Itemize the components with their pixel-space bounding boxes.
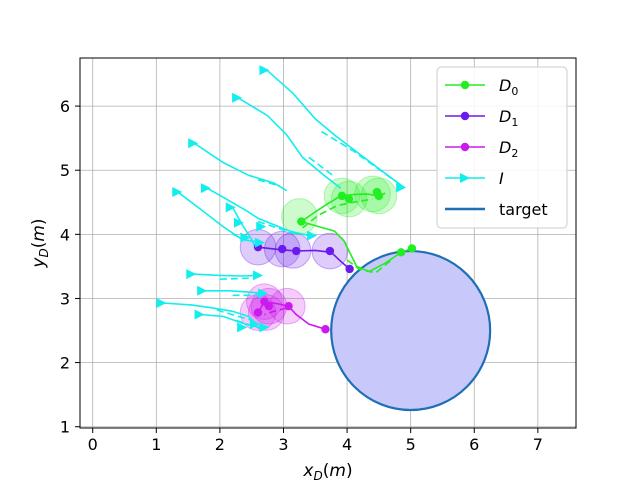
- series-dashed-i: [257, 220, 297, 236]
- capture-region-d0: [281, 198, 318, 235]
- target-circle: [330, 249, 492, 412]
- marker-i: [225, 202, 236, 213]
- trajectory-lines: [162, 70, 413, 330]
- series-line-d0: [301, 220, 413, 273]
- marker-d2: [321, 325, 330, 334]
- series-line-i: [193, 273, 260, 277]
- marker-i: [237, 322, 248, 333]
- legend-label-d0: D0: [499, 76, 518, 98]
- marker-i: [200, 183, 211, 194]
- series-dashed-d0: [346, 259, 393, 274]
- marker-d0: [337, 191, 347, 201]
- marker-d2: [260, 297, 269, 306]
- series-dashed-i: [219, 277, 255, 280]
- legend-box: [436, 66, 568, 229]
- series-line-i: [267, 70, 405, 189]
- marker-d0: [372, 187, 382, 197]
- x-tick-label: 4: [342, 435, 352, 454]
- y-tick-label: 3: [60, 289, 70, 308]
- legend-label-d2: D2: [499, 138, 518, 160]
- y-tick-label: 1: [60, 418, 70, 437]
- marker-d2: [284, 301, 293, 311]
- series-dashed-d0: [302, 198, 373, 229]
- trajectory-markers: [156, 65, 417, 334]
- marker-i: [307, 230, 318, 241]
- marker-i: [194, 309, 205, 320]
- y-tick-label: 2: [60, 354, 70, 373]
- series-line-i: [194, 142, 288, 192]
- legend-label-d1: D1: [499, 107, 518, 129]
- marker-i: [197, 285, 208, 296]
- legend-marker-d1: [460, 111, 470, 121]
- marker-d1: [278, 244, 287, 254]
- marker-i: [249, 319, 260, 330]
- x-tick-label: 1: [151, 435, 161, 454]
- marker-i: [253, 270, 264, 281]
- y-axis-label: yD(m): [29, 218, 51, 268]
- series-dashed-i: [257, 179, 281, 187]
- series-line-d2: [264, 300, 326, 330]
- marker-d0: [297, 217, 306, 226]
- legend-label-i: I: [499, 169, 504, 188]
- marker-i: [188, 138, 199, 149]
- marker-d1: [292, 246, 301, 256]
- marker-i: [233, 217, 244, 228]
- marker-d1: [325, 246, 335, 256]
- marker-d1: [345, 264, 354, 274]
- y-tick-label: 6: [60, 97, 70, 116]
- marker-i: [396, 182, 407, 193]
- legend-marker-i: [460, 173, 470, 183]
- marker-d0: [407, 244, 417, 253]
- series-dashed-i: [321, 131, 399, 184]
- marker-i: [172, 187, 183, 198]
- series-dashed-i: [308, 156, 335, 178]
- marker-i: [258, 288, 269, 299]
- x-tick-label: 7: [533, 435, 543, 454]
- plot-frame: [79, 57, 577, 429]
- marker-i: [232, 92, 243, 103]
- x-tick-label: 6: [469, 435, 479, 454]
- series-line-i: [238, 97, 342, 189]
- marker-d0: [344, 194, 354, 204]
- marker-i: [256, 221, 267, 232]
- marker-i: [259, 322, 270, 333]
- y-tick-label: 5: [60, 161, 70, 180]
- series-line-i: [206, 187, 310, 237]
- x-tick-label: 0: [88, 435, 98, 454]
- series-dashed-d2: [264, 307, 287, 316]
- legend-label-target: target: [499, 200, 548, 219]
- legend-marker-d2: [460, 142, 470, 152]
- y-tick-label: 4: [60, 225, 70, 244]
- marker-i: [186, 269, 197, 280]
- marker-d0: [396, 248, 406, 257]
- x-axis-label: xD(m): [302, 461, 352, 480]
- marker-d2: [253, 308, 263, 317]
- marker-i: [240, 232, 251, 243]
- legend-marker-d0: [460, 80, 470, 90]
- series-line-i: [162, 302, 256, 324]
- marker-i: [156, 297, 167, 308]
- x-tick-label: 3: [278, 435, 288, 454]
- x-tick-label: 5: [406, 435, 416, 454]
- x-tick-label: 2: [215, 435, 225, 454]
- series-dashed-i: [216, 309, 252, 322]
- target-circle-group: [330, 249, 492, 412]
- marker-i: [254, 237, 265, 248]
- marker-i: [259, 65, 270, 76]
- series-line-i: [204, 289, 264, 295]
- series-line-i: [231, 207, 258, 251]
